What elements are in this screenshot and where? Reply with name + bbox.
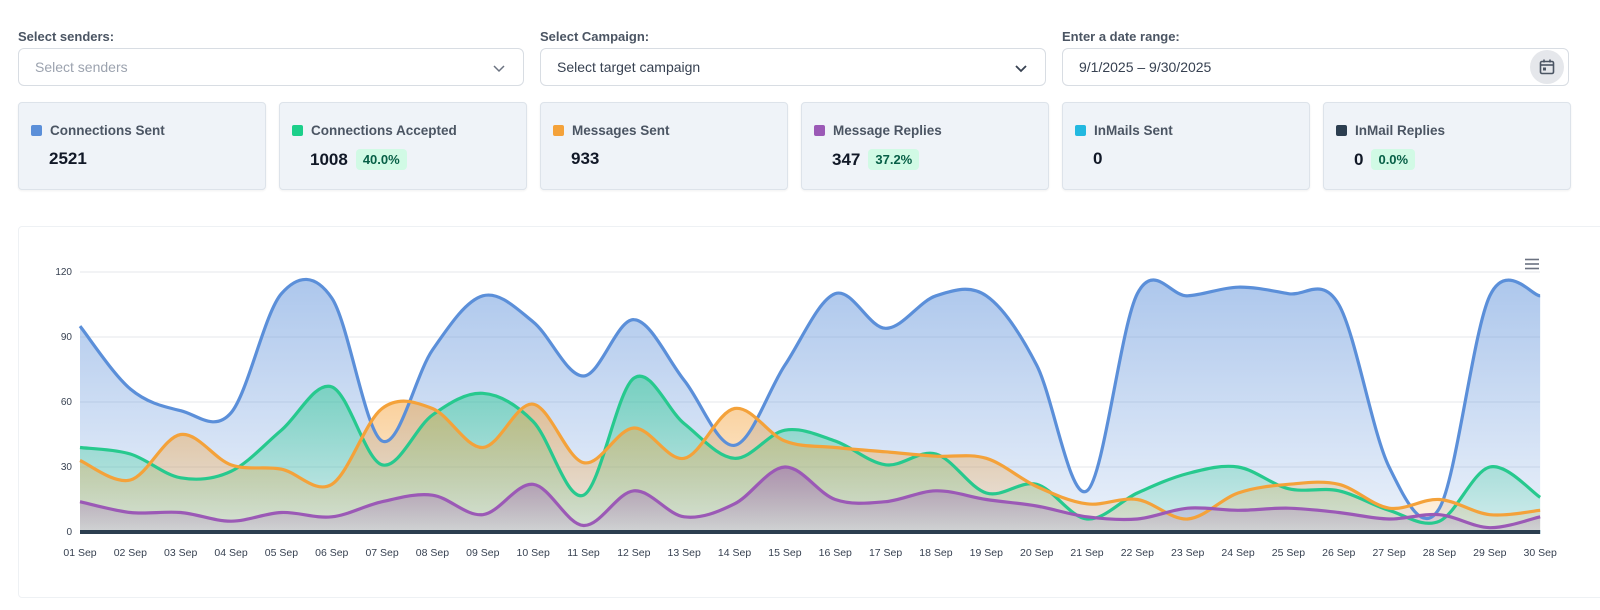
card-value: 0 (1354, 149, 1364, 169)
chevron-down-icon (1015, 65, 1027, 73)
date-filter: Enter a date range: 9/1/2025 – 9/30/2025 (1062, 28, 1569, 86)
chart-panel (18, 226, 1600, 598)
card-value: 1008 (310, 149, 348, 169)
legend-swatch (814, 125, 825, 136)
percent-badge: 37.2% (868, 149, 920, 170)
stat-card-inmail-replies: InMail Replies 0 0.0% (1323, 102, 1571, 190)
card-value: 0 (1093, 149, 1103, 168)
stat-card-inmails-sent: InMails Sent 0 (1062, 102, 1310, 190)
senders-placeholder: Select senders (35, 59, 128, 75)
date-range-value: 9/1/2025 – 9/30/2025 (1079, 59, 1212, 75)
card-title: Messages Sent (572, 123, 670, 138)
senders-label: Select senders: (18, 29, 115, 44)
stat-card-connections-accepted: Connections Accepted 1008 40.0% (279, 102, 527, 190)
card-title: InMails Sent (1094, 123, 1173, 138)
chevron-down-icon (493, 65, 505, 73)
percent-badge: 0.0% (1371, 149, 1416, 170)
calendar-icon (1539, 59, 1555, 75)
legend-swatch (31, 125, 42, 136)
senders-filter: Select senders: Select senders (18, 28, 524, 86)
campaign-label: Select Campaign: (540, 29, 650, 44)
legend-swatch (1336, 125, 1347, 136)
stat-card-message-replies: Message Replies 347 37.2% (801, 102, 1049, 190)
card-value: 2521 (49, 149, 87, 168)
date-range-input[interactable]: 9/1/2025 – 9/30/2025 (1062, 48, 1569, 86)
legend-swatch (553, 125, 564, 136)
stat-card-messages-sent: Messages Sent 933 (540, 102, 788, 190)
card-title: Message Replies (833, 123, 942, 138)
campaign-placeholder: Select target campaign (557, 59, 701, 75)
stat-cards: Connections Sent 2521 Connections Accept… (18, 102, 1600, 190)
card-value: 347 (832, 149, 861, 169)
legend-swatch (292, 125, 303, 136)
date-label: Enter a date range: (1062, 29, 1180, 44)
calendar-button[interactable] (1530, 50, 1564, 84)
campaign-filter: Select Campaign: Select target campaign (540, 28, 1046, 86)
stat-card-connections-sent: Connections Sent 2521 (18, 102, 266, 190)
card-title: InMail Replies (1355, 123, 1446, 138)
card-value: 933 (571, 149, 600, 168)
legend-swatch (1075, 125, 1086, 136)
senders-select[interactable]: Select senders (18, 48, 524, 86)
card-title: Connections Accepted (311, 123, 457, 138)
filters-row: Select senders: Select senders Select Ca… (18, 28, 1600, 88)
hamburger-menu-icon[interactable] (1525, 258, 1539, 270)
percent-badge: 40.0% (355, 149, 407, 170)
card-title: Connections Sent (50, 123, 165, 138)
campaign-select[interactable]: Select target campaign (540, 48, 1046, 86)
